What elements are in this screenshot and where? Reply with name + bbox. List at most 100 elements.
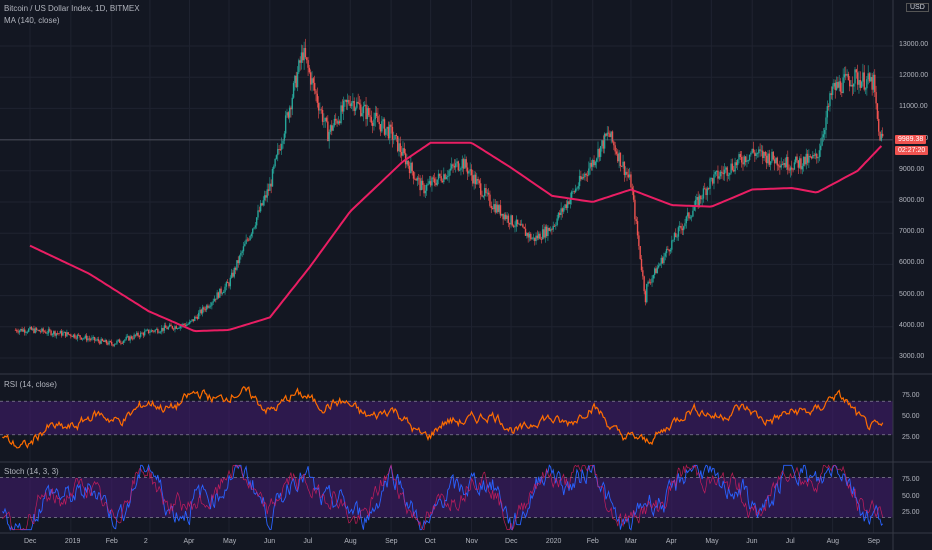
candle-body [237, 260, 239, 264]
candle-body [817, 157, 819, 159]
candle-body [408, 165, 411, 174]
currency-label[interactable]: USD [906, 3, 929, 12]
candle-body [750, 153, 752, 155]
candle-body [139, 332, 142, 337]
current-price-tag: 9989.38 [895, 135, 927, 144]
candle-body [124, 339, 126, 341]
candle-body [668, 249, 670, 252]
candle-body [717, 170, 719, 179]
candle-body [37, 329, 39, 331]
candle-body [826, 106, 829, 118]
candle-body [809, 155, 811, 157]
candle-body [288, 107, 291, 118]
candle-body [47, 329, 50, 334]
candle-body [610, 131, 612, 138]
candle-body [377, 116, 379, 123]
candle-body [535, 235, 537, 242]
candle-body [313, 82, 316, 91]
candle-body [539, 233, 541, 240]
candle-body [466, 167, 469, 174]
candle-body [723, 169, 726, 175]
candle-body [133, 334, 135, 339]
candle-body [254, 225, 257, 228]
candle-body [485, 188, 487, 194]
candle-body [255, 217, 258, 226]
candle-body [516, 219, 519, 225]
candle-body [171, 326, 174, 329]
candle-body [199, 309, 201, 313]
candle-body [751, 148, 753, 154]
candle-body [341, 105, 344, 112]
candle-body [719, 171, 722, 177]
time-tick-label: Dec [23, 538, 37, 545]
candle-body [555, 225, 557, 226]
candle-body [20, 328, 22, 331]
candle-body [375, 112, 378, 117]
candle-body [540, 239, 543, 240]
rsi-legend[interactable]: RSI (14, close) [4, 380, 57, 389]
candle-body [585, 173, 587, 176]
symbol-title[interactable]: Bitcoin / US Dollar Index, 1D, BITMEX [4, 4, 140, 13]
candle-body [667, 248, 669, 250]
candle-body [589, 162, 591, 169]
candle-body [394, 134, 396, 140]
candle-body [482, 195, 485, 197]
candle-body [21, 328, 23, 332]
candle-body [502, 213, 504, 220]
candle-body [95, 340, 97, 341]
candle-body [274, 158, 276, 167]
candle-body [468, 171, 470, 174]
candle-body [38, 329, 40, 332]
candle-body [746, 160, 748, 163]
candle-body [26, 331, 29, 333]
candle-body [225, 282, 228, 287]
candle-body [161, 327, 163, 332]
candle-body [120, 342, 122, 344]
candle-body [855, 69, 858, 73]
price-tick-label: 9000.00 [899, 165, 925, 173]
candle-body [190, 320, 192, 322]
candle-body [569, 198, 572, 205]
candle-body [35, 328, 38, 331]
candle-body [781, 164, 784, 166]
candle-body [229, 277, 232, 287]
candle-body [756, 153, 759, 155]
candle-body [168, 324, 171, 327]
candle-body [183, 323, 185, 325]
candle-body [784, 163, 786, 168]
candle-body [68, 334, 71, 336]
candle-body [328, 131, 330, 142]
candle-body [184, 324, 187, 326]
candle-body [850, 84, 852, 87]
ma-legend[interactable]: MA (140, close) [4, 16, 60, 25]
candle-body [299, 60, 301, 63]
candle-body [317, 102, 320, 111]
price-tick-label: 13000.00 [899, 41, 929, 48]
grid-lines [0, 0, 893, 533]
candle-body [543, 229, 545, 238]
candle-body [611, 131, 614, 142]
candle-body [176, 328, 179, 329]
candle-body [67, 332, 69, 335]
candle-body [613, 141, 615, 146]
candle-body [72, 334, 75, 338]
candle-body [862, 72, 864, 82]
candle-body [805, 153, 807, 165]
candle-body [487, 192, 490, 195]
stoch-k-line [1, 463, 884, 532]
rsi-pane[interactable] [0, 386, 893, 449]
osc-tick-label: 50.00 [902, 413, 920, 420]
candle-body [220, 288, 222, 294]
candle-body [17, 331, 19, 333]
candle-body [60, 331, 63, 336]
candle-body [114, 343, 117, 345]
candle-body [553, 225, 556, 227]
candle-body [536, 235, 539, 239]
candle-body [336, 120, 338, 124]
candle-body [295, 75, 297, 88]
stoch-legend[interactable]: Stoch (14, 3, 3) [4, 467, 59, 476]
candle-body [415, 179, 417, 181]
stoch-pane[interactable] [0, 463, 893, 532]
candle-body [337, 121, 340, 124]
